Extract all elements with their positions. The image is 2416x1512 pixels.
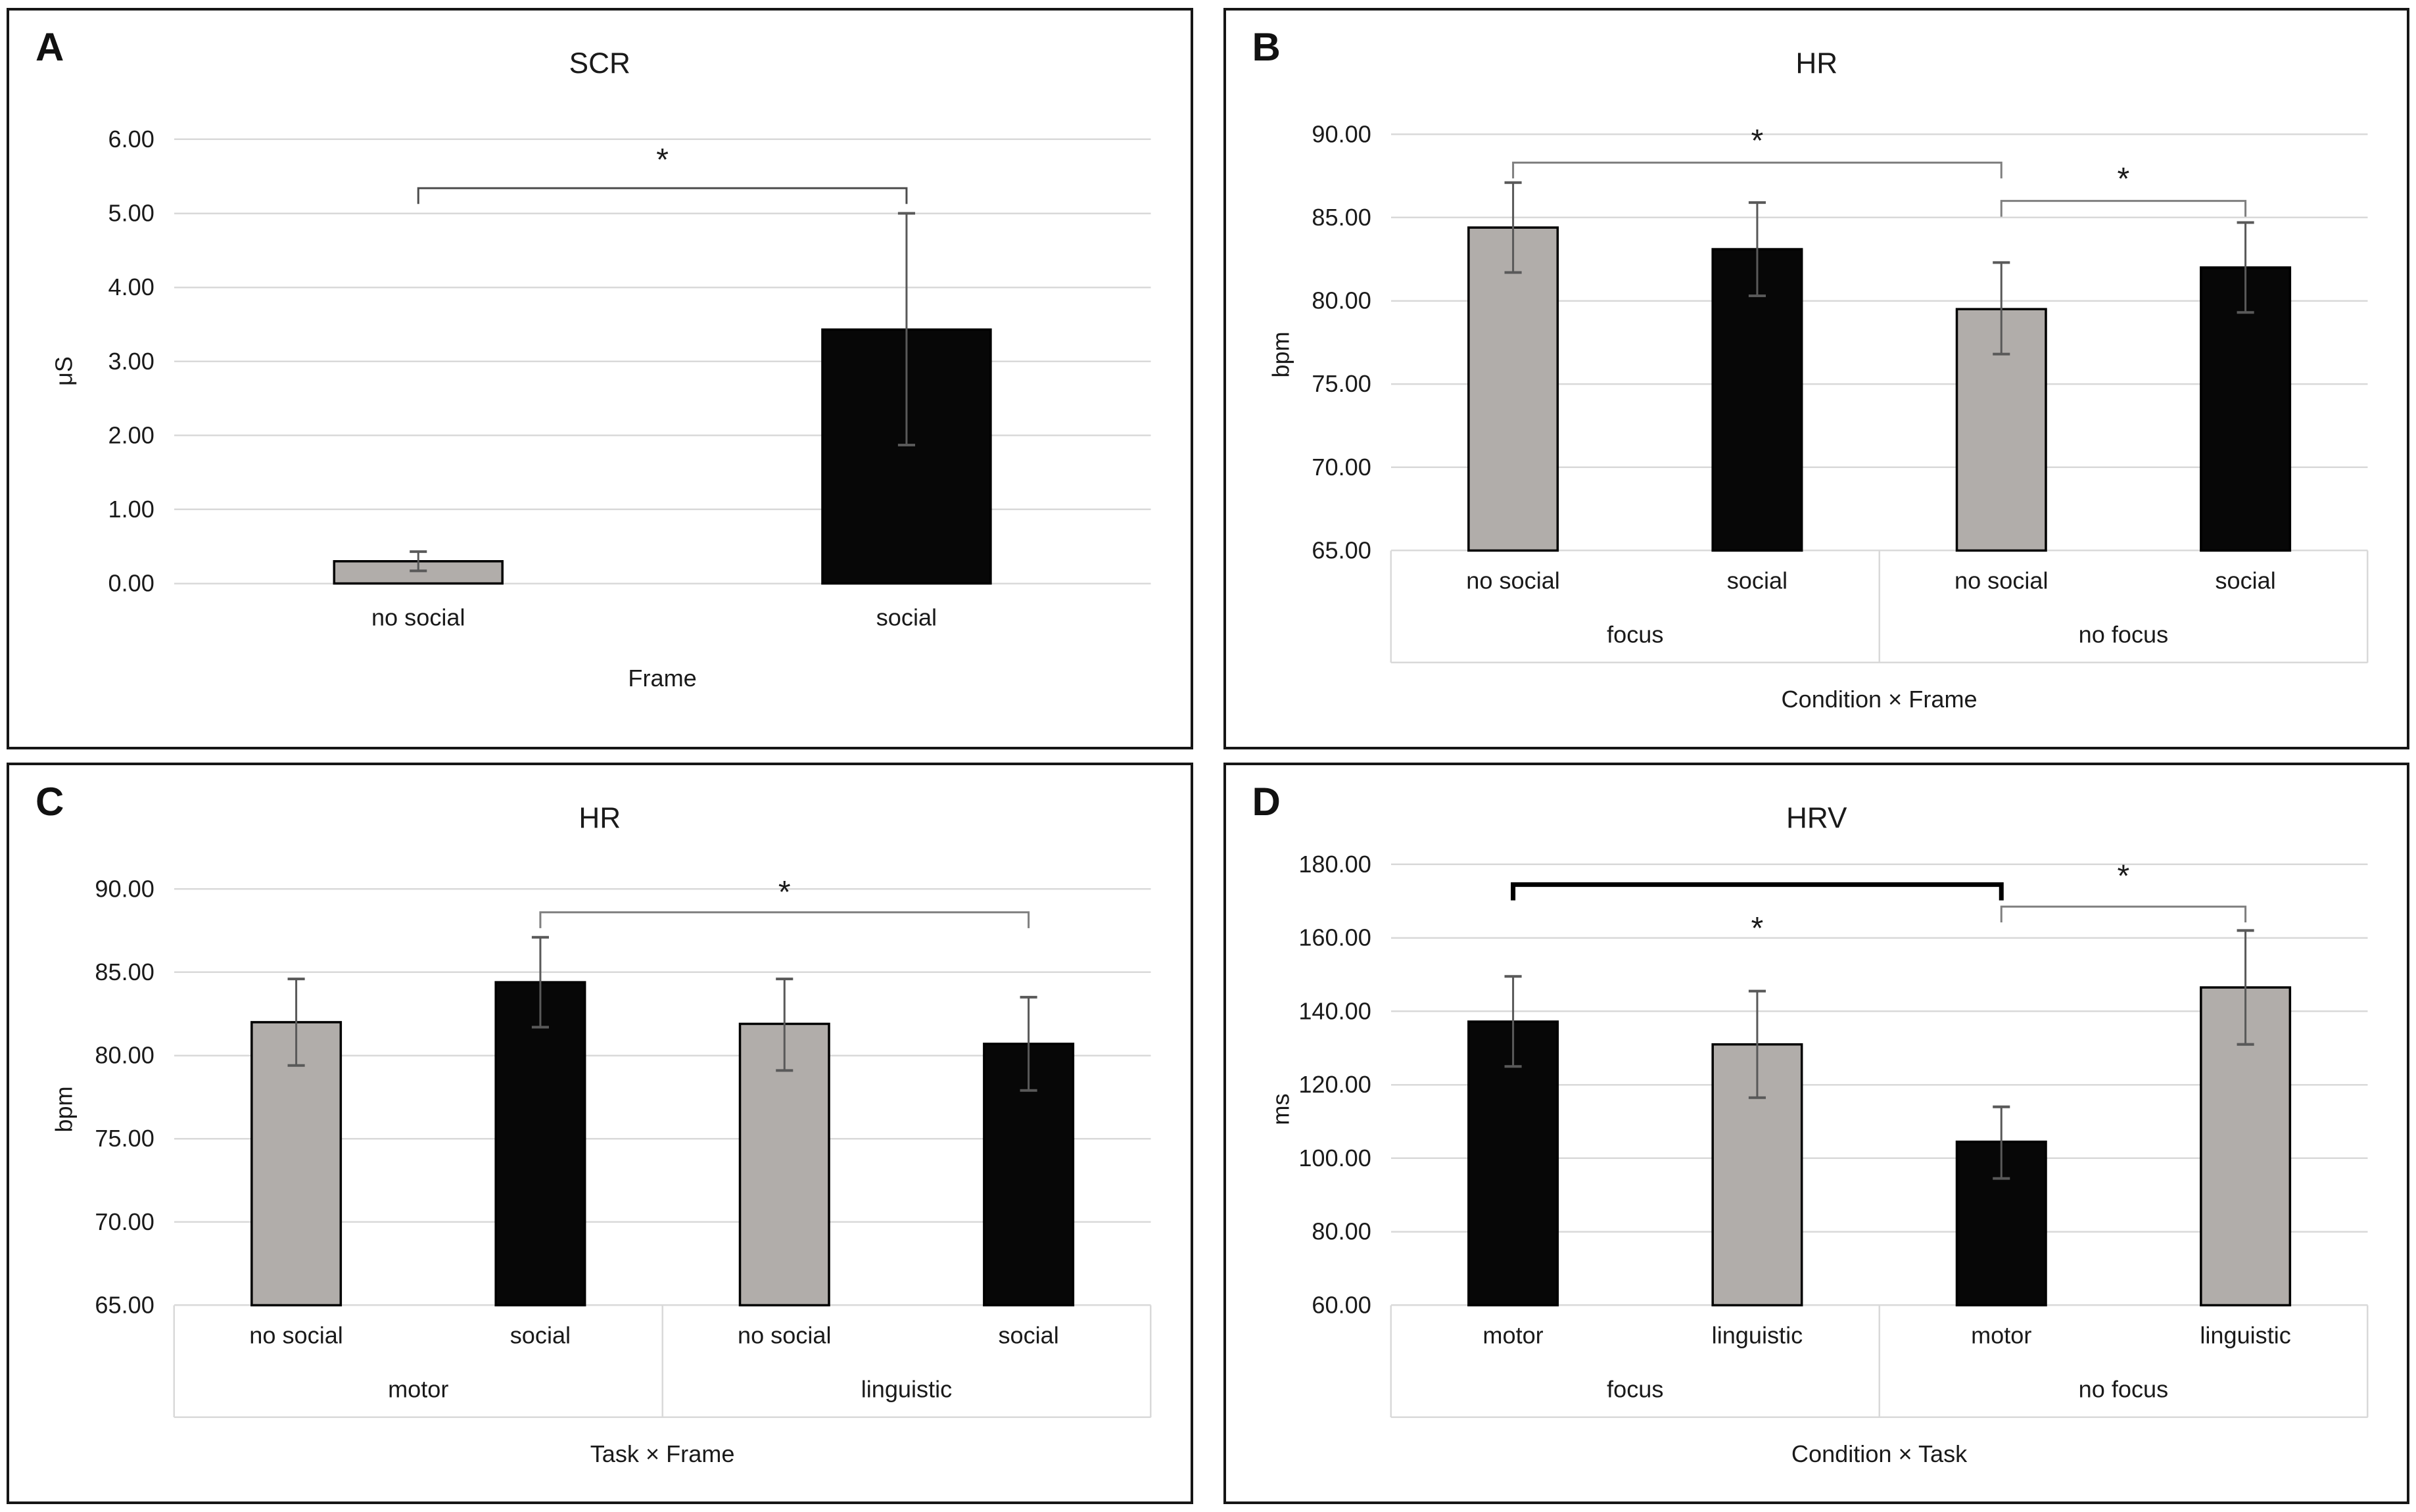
y-axis-label: bpm — [50, 1086, 77, 1132]
significance-asterisk: * — [2117, 859, 2129, 894]
significance-bracket — [539, 911, 1030, 928]
y-tick-label: 160.00 — [1298, 924, 1371, 951]
x-group-label: focus — [1607, 621, 1663, 648]
bar-no-social — [250, 1021, 343, 1307]
x-category-label: no social — [1954, 567, 2048, 594]
y-tick-label: 80.00 — [95, 1042, 154, 1069]
significance-bracket — [2000, 200, 2246, 217]
y-tick-label: 90.00 — [95, 875, 154, 902]
x-axis-label: Task × Frame — [590, 1440, 735, 1467]
x-category-label: social — [1726, 567, 1787, 594]
y-tick-label: 140.00 — [1298, 997, 1371, 1024]
y-tick-label: 80.00 — [1312, 287, 1371, 314]
panel-a-letter: A — [36, 25, 64, 69]
x-axis-label: Condition × Frame — [1781, 686, 1977, 713]
y-tick-label: 65.00 — [1312, 537, 1371, 564]
chart-title: HR — [1795, 47, 1837, 80]
x-category-label: no social — [738, 1322, 832, 1349]
x-category-label: social — [876, 604, 937, 631]
panel-b-letter: B — [1252, 25, 1281, 69]
y-tick-label: 70.00 — [95, 1208, 154, 1235]
x-category-label: no social — [249, 1322, 343, 1349]
y-tick-label: 60.00 — [1312, 1292, 1371, 1319]
x-category-label: motor — [1482, 1322, 1543, 1349]
y-tick-label: 100.00 — [1298, 1145, 1371, 1171]
y-tick-label: 75.00 — [95, 1125, 154, 1152]
y-tick-label: 0.00 — [108, 570, 154, 597]
bar-chart-hr-task-frame: HR 65.00 70.00 75.00 80.00 85.00 90.00 bpm no so… — [50, 802, 1152, 1467]
x-group-label: motor — [388, 1376, 448, 1403]
significance-asterisk: * — [778, 874, 791, 910]
bar-social — [2199, 266, 2291, 552]
panel-d: D HRV 60.00 80.00 100.00 120.00 140.00 160.00 1… — [1223, 763, 2409, 1504]
significance-bracket — [1511, 161, 2002, 179]
significance-bracket — [1510, 882, 2004, 901]
y-tick-label: 180.00 — [1298, 851, 1371, 878]
y-tick-label: 90.00 — [1312, 120, 1371, 147]
x-group-label: focus — [1607, 1376, 1663, 1403]
significance-asterisk: * — [656, 143, 669, 178]
panel-a: A SCR 0.00 1.00 2.00 3.00 4.00 5.00 6.00 μS no so… — [7, 8, 1193, 749]
panel-b: B HR 65.00 70.00 75.00 80.00 85.00 90.00 bpm no … — [1223, 8, 2409, 749]
panel-d-letter: D — [1252, 780, 1281, 824]
bar-chart-hrv: HRV 60.00 80.00 100.00 120.00 140.00 160.00 180… — [1267, 802, 2369, 1467]
panel-c: C HR 65.00 70.00 75.00 80.00 85.00 90.00 bpm no … — [7, 763, 1193, 1504]
y-axis-label: μS — [50, 356, 77, 386]
y-tick-label: 6.00 — [108, 126, 154, 153]
chart-title: HR — [579, 802, 621, 834]
panel-c-letter: C — [36, 780, 64, 824]
y-tick-label: 70.00 — [1312, 454, 1371, 481]
significance-asterisk: * — [1751, 911, 1763, 947]
y-axis-label: bpm — [1267, 331, 1294, 377]
y-tick-label: 80.00 — [1312, 1218, 1371, 1245]
x-category-label: social — [510, 1322, 571, 1349]
y-tick-label: 85.00 — [95, 958, 154, 985]
y-tick-label: 5.00 — [108, 200, 154, 227]
x-category-label: social — [2215, 567, 2275, 594]
bar-social — [1711, 248, 1803, 552]
y-tick-label: 65.00 — [95, 1292, 154, 1319]
significance-bracket — [2000, 905, 2246, 923]
y-tick-label: 4.00 — [108, 273, 154, 300]
y-tick-label: 85.00 — [1312, 204, 1371, 231]
significance-asterisk: * — [2117, 162, 2129, 197]
significance-asterisk: * — [1751, 124, 1763, 159]
x-group-label: no focus — [2078, 1376, 2168, 1403]
x-category-label: linguistic — [1711, 1322, 1802, 1349]
y-tick-label: 3.00 — [108, 348, 154, 375]
x-axis-label: Frame — [628, 665, 696, 692]
x-group-label: no focus — [2078, 621, 2168, 648]
bar-chart-hr-condition-frame: HR 65.00 70.00 75.00 80.00 85.00 90.00 bpm no so… — [1267, 47, 2369, 713]
x-group-label: linguistic — [861, 1376, 952, 1403]
y-tick-label: 75.00 — [1312, 370, 1371, 397]
chart-title: HRV — [1786, 802, 1847, 834]
chart-title: SCR — [569, 47, 630, 80]
x-category-label: social — [998, 1322, 1058, 1349]
y-tick-label: 120.00 — [1298, 1071, 1371, 1098]
bar-chart-scr: SCR 0.00 1.00 2.00 3.00 4.00 5.00 6.00 μS no soci… — [50, 47, 1151, 692]
bar-motor — [1467, 1020, 1559, 1307]
y-axis-label: ms — [1267, 1093, 1294, 1125]
y-tick-label: 2.00 — [108, 421, 154, 448]
x-category-label: no social — [371, 604, 465, 631]
x-axis-label: Condition × Task — [1791, 1440, 1967, 1467]
x-category-label: no social — [1466, 567, 1560, 594]
y-tick-label: 1.00 — [108, 496, 154, 523]
x-category-label: motor — [1971, 1322, 2031, 1349]
bar-no-social — [1467, 226, 1559, 552]
x-category-label: linguistic — [2200, 1322, 2290, 1349]
significance-bracket — [417, 187, 908, 204]
bar-social — [494, 981, 586, 1307]
